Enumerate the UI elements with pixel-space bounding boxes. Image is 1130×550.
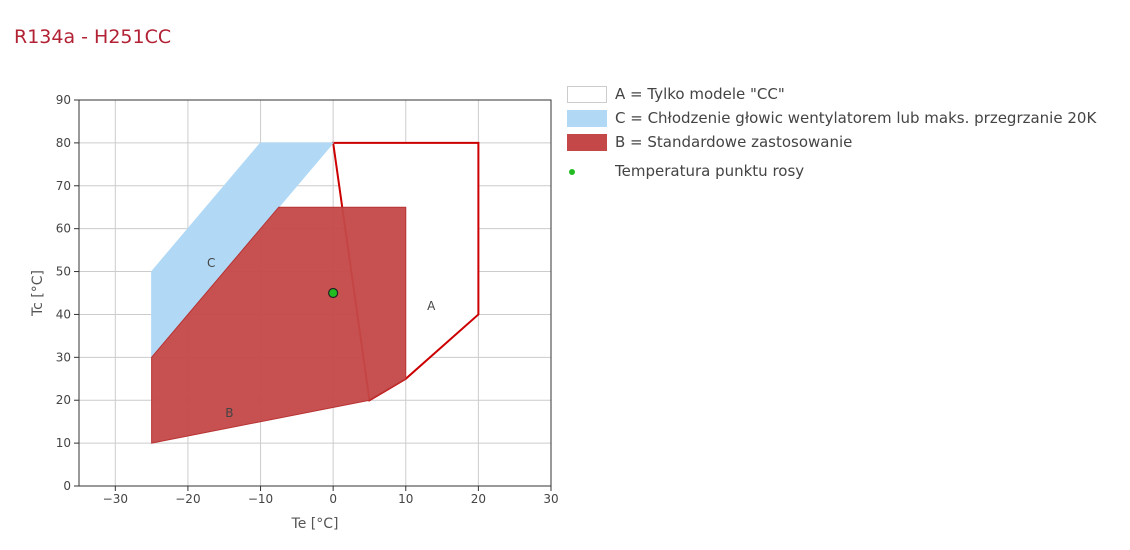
- regions: A C B: [151, 141, 480, 444]
- x-tick-label: 10: [398, 492, 413, 506]
- y-tick-label: 70: [56, 179, 71, 193]
- legend-label-b: B = Standardowe zastosowanie: [615, 133, 853, 151]
- legend-item-dew-point[interactable]: Temperatura punktu rosy: [567, 159, 1096, 183]
- y-tick-label: 60: [56, 222, 71, 236]
- legend: A = Tylko modele "CC" C = Chłodzenie gło…: [567, 82, 1096, 183]
- x-tick-label: −10: [248, 492, 273, 506]
- y-tick-label: 30: [56, 350, 71, 364]
- region-label-c: C: [207, 256, 215, 270]
- chart-title: R134a - H251CC: [14, 26, 172, 48]
- y-tick-label: 0: [63, 479, 71, 493]
- x-tick-label: −30: [103, 492, 128, 506]
- legend-swatch-a: [567, 85, 607, 103]
- x-axis-title: Te [°C]: [291, 516, 339, 532]
- points: [328, 287, 339, 299]
- region-b: [151, 206, 407, 444]
- region-label-a: A: [427, 299, 436, 313]
- x-tick-label: 20: [471, 492, 486, 506]
- axes: −30 −20 −10 0 10 20 30 0 10 20 30 40 50 60 70 80 90: [56, 93, 559, 506]
- legend-label-c: C = Chłodzenie głowic wentylatorem lub m…: [615, 109, 1097, 127]
- legend-swatch-c: [567, 109, 607, 127]
- y-tick-label: 90: [56, 93, 71, 107]
- region-label-b: B: [225, 406, 233, 420]
- dew-point-marker: [328, 287, 339, 299]
- legend-label-dew-point: Temperatura punktu rosy: [615, 162, 805, 180]
- y-axis-title: Tc [°C]: [30, 270, 46, 317]
- x-tick-label: −20: [175, 492, 200, 506]
- legend-item-c[interactable]: C = Chłodzenie głowic wentylatorem lub m…: [567, 106, 1096, 130]
- y-tick-label: 80: [56, 136, 71, 150]
- plot-frame: [78, 99, 552, 487]
- legend-swatch-b: [567, 133, 607, 151]
- y-tick-label: 10: [56, 436, 71, 450]
- legend-item-a[interactable]: A = Tylko modele "CC": [567, 82, 1096, 106]
- y-tick-label: 50: [56, 265, 71, 279]
- y-tick-label: 20: [56, 393, 71, 407]
- legend-marker-dew-point: [567, 163, 607, 180]
- legend-item-b[interactable]: B = Standardowe zastosowanie: [567, 130, 1096, 154]
- legend-label-a: A = Tylko modele "CC": [615, 85, 785, 103]
- x-tick-label: 30: [543, 492, 558, 506]
- x-tick-label: 0: [329, 492, 337, 506]
- y-tick-label: 40: [56, 307, 71, 321]
